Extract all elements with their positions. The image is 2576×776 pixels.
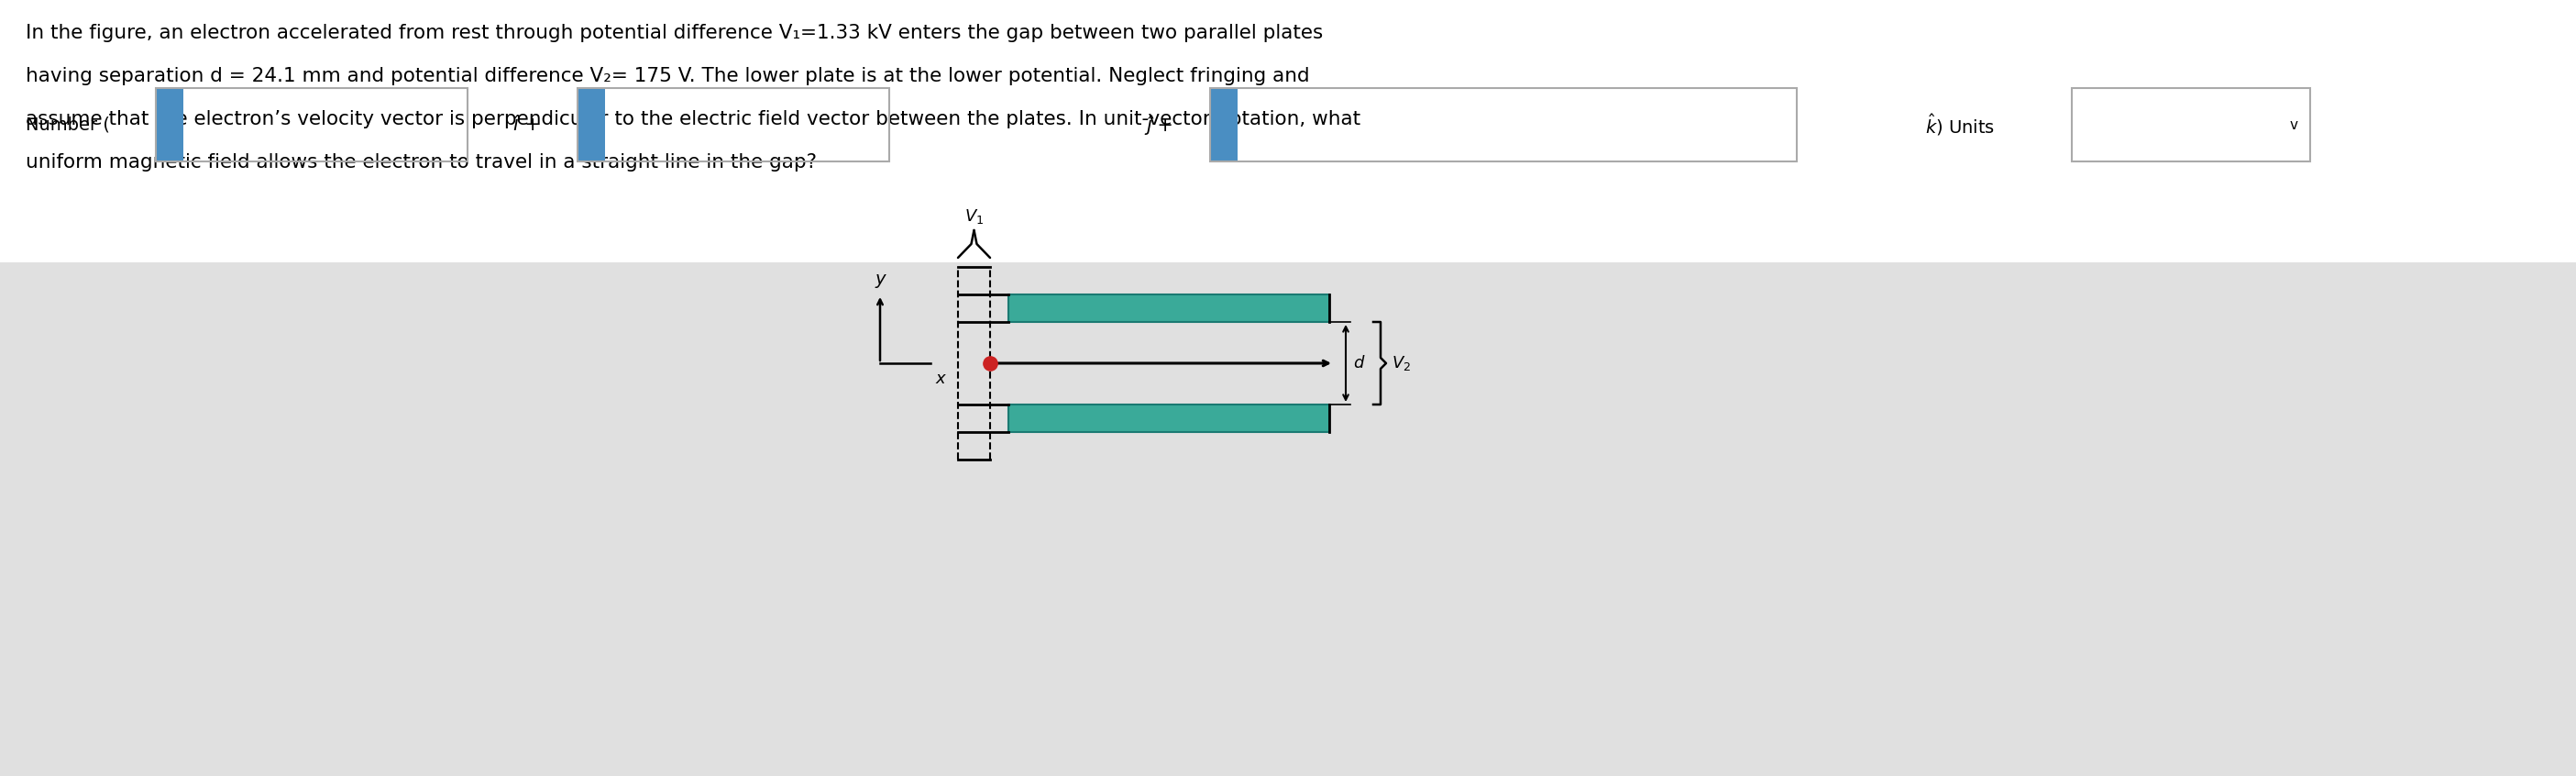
Bar xyxy=(577,88,889,161)
Text: $\hat{k}$) Units: $\hat{k}$) Units xyxy=(1924,112,1994,137)
Text: $V_2$: $V_2$ xyxy=(1391,354,1412,372)
Text: $d$: $d$ xyxy=(1352,355,1365,372)
Text: x: x xyxy=(935,371,945,387)
Bar xyxy=(577,88,605,161)
Bar xyxy=(1211,88,1798,161)
Bar xyxy=(155,88,183,161)
Text: having separation d = 24.1 mm and potential difference V₂= 175 V. The lower plat: having separation d = 24.1 mm and potent… xyxy=(26,67,1309,85)
Text: $V_1$: $V_1$ xyxy=(963,207,984,226)
Bar xyxy=(1007,404,1329,432)
Bar xyxy=(2071,88,2311,161)
Text: î +: î + xyxy=(513,116,541,134)
Bar xyxy=(0,0,2576,262)
Text: assume that the electron’s velocity vector is perpendicular to the electric fiel: assume that the electron’s velocity vect… xyxy=(26,110,1360,128)
Bar xyxy=(1007,294,1329,322)
Text: ĵ +: ĵ + xyxy=(1146,115,1172,134)
Bar xyxy=(0,262,2576,776)
Bar xyxy=(1211,88,1236,161)
Text: Number (: Number ( xyxy=(26,116,111,133)
Text: y: y xyxy=(876,271,886,288)
Text: v: v xyxy=(2290,118,2298,132)
Text: In the figure, an electron accelerated from rest through potential difference V₁: In the figure, an electron accelerated f… xyxy=(26,24,1324,42)
Bar xyxy=(155,88,466,161)
Text: uniform magnetic field allows the electron to travel in a straight line in the g: uniform magnetic field allows the electr… xyxy=(26,153,817,171)
